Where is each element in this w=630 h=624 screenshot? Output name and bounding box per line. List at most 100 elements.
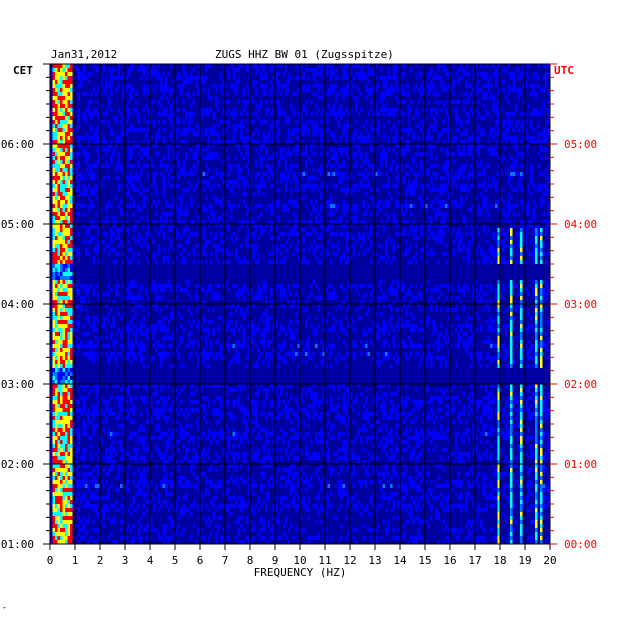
- heatmap-cell: [527, 172, 530, 176]
- heatmap-cell: [60, 312, 63, 316]
- heatmap-cell: [102, 140, 105, 144]
- heatmap-cell: [67, 120, 70, 124]
- heatmap-cell: [162, 156, 165, 160]
- heatmap-cell: [507, 208, 510, 212]
- heatmap-cell: [497, 156, 500, 160]
- heatmap-cell: [70, 152, 73, 156]
- heatmap-cell: [262, 132, 265, 136]
- heatmap-cell: [255, 284, 258, 288]
- heatmap-cell: [182, 140, 185, 144]
- heatmap-cell: [370, 88, 373, 92]
- heatmap-cell: [267, 316, 270, 320]
- heatmap-cell: [172, 184, 175, 188]
- heatmap-cell: [52, 224, 55, 228]
- heatmap-cell: [57, 88, 60, 92]
- heatmap-cell: [292, 304, 295, 308]
- heatmap-cell: [415, 260, 418, 264]
- heatmap-cell: [285, 184, 288, 188]
- heatmap-cell: [435, 92, 438, 96]
- heatmap-cell: [337, 112, 340, 116]
- heatmap-cell: [60, 284, 63, 288]
- heatmap-cell: [122, 84, 125, 88]
- heatmap-cell: [55, 120, 58, 124]
- heatmap-cell: [522, 228, 525, 232]
- heatmap-cell: [225, 100, 228, 104]
- heatmap-cell: [547, 204, 550, 208]
- heatmap-cell: [252, 256, 255, 260]
- heatmap-cell: [532, 232, 535, 236]
- heatmap-cell: [245, 164, 248, 168]
- heatmap-cell: [342, 300, 345, 304]
- heatmap-cell: [472, 168, 475, 172]
- heatmap-cell: [252, 224, 255, 228]
- heatmap-cell: [330, 148, 333, 152]
- heatmap-cell: [270, 140, 273, 144]
- heatmap-cell: [265, 136, 268, 140]
- heatmap-cell: [152, 324, 155, 328]
- heatmap-cell: [52, 144, 55, 148]
- heatmap-cell: [150, 324, 153, 328]
- heatmap-cell: [387, 176, 390, 180]
- heatmap-cell: [460, 236, 463, 240]
- heatmap-cell: [350, 108, 353, 112]
- heatmap-cell: [170, 144, 173, 148]
- heatmap-cell: [75, 288, 78, 292]
- heatmap-cell: [85, 188, 88, 192]
- heatmap-cell: [542, 136, 545, 140]
- heatmap-cell: [52, 244, 55, 248]
- heatmap-cell: [105, 160, 108, 164]
- heatmap-cell: [345, 84, 348, 88]
- heatmap-cell: [520, 72, 523, 76]
- heatmap-cell: [205, 148, 208, 152]
- heatmap-cell: [170, 244, 173, 248]
- heatmap-cell: [495, 84, 498, 88]
- heatmap-cell: [477, 80, 480, 84]
- heatmap-cell: [55, 88, 58, 92]
- heatmap-cell: [192, 172, 195, 176]
- heatmap-cell: [490, 144, 493, 148]
- heatmap-cell: [365, 176, 368, 180]
- heatmap-cell: [355, 108, 358, 112]
- heatmap-cell: [132, 64, 135, 68]
- heatmap-cell: [215, 140, 218, 144]
- heatmap-cell: [497, 256, 500, 260]
- heatmap-cell: [255, 296, 258, 300]
- heatmap-cell: [405, 128, 408, 132]
- heatmap-cell: [70, 260, 73, 264]
- heatmap-cell: [372, 148, 375, 152]
- heatmap-cell: [502, 240, 505, 244]
- heatmap-cell: [67, 192, 70, 196]
- heatmap-cell: [265, 108, 268, 112]
- heatmap-cell: [180, 92, 183, 96]
- heatmap-cell: [467, 176, 470, 180]
- heatmap-cell: [287, 260, 290, 264]
- heatmap-cell: [500, 168, 503, 172]
- heatmap-cell: [60, 116, 63, 120]
- heatmap-cell: [305, 112, 308, 116]
- heatmap-cell: [330, 164, 333, 168]
- heatmap-cell: [355, 104, 358, 108]
- heatmap-cell: [532, 112, 535, 116]
- heatmap-cell: [312, 184, 315, 188]
- heatmap-cell: [392, 300, 395, 304]
- heatmap-cell: [457, 148, 460, 152]
- heatmap-cell: [547, 92, 550, 96]
- heatmap-cell: [215, 236, 218, 240]
- heatmap-cell: [520, 304, 523, 308]
- heatmap-cell: [405, 312, 408, 316]
- heatmap-cell: [132, 144, 135, 148]
- heatmap-cell: [87, 140, 90, 144]
- heatmap-cell: [252, 160, 255, 164]
- heatmap-cell: [265, 164, 268, 168]
- heatmap-cell: [425, 140, 428, 144]
- heatmap-cell: [237, 304, 240, 308]
- heatmap-cell: [312, 208, 315, 212]
- heatmap-cell: [205, 260, 208, 264]
- heatmap-cell: [75, 252, 78, 256]
- heatmap-cell: [317, 236, 320, 240]
- heatmap-cell: [67, 204, 70, 208]
- heatmap-cell: [217, 244, 220, 248]
- heatmap-cell: [510, 288, 513, 292]
- heatmap-cell: [235, 68, 238, 72]
- heatmap-cell: [362, 236, 365, 240]
